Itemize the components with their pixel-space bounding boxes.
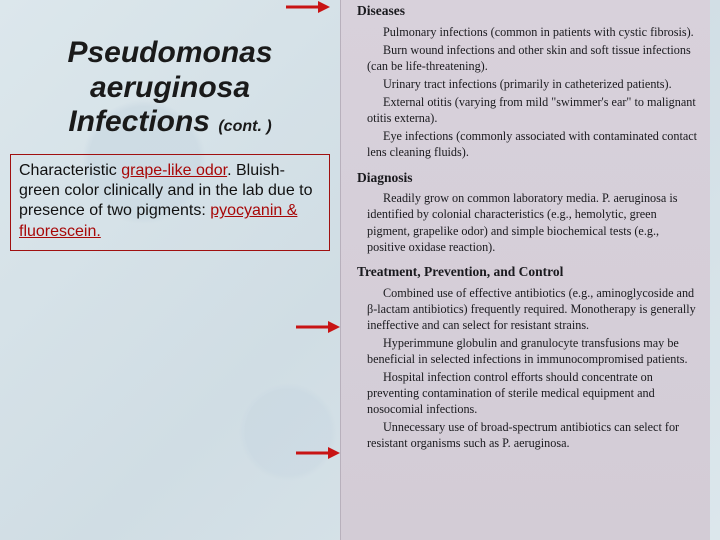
pointer-arrow-icon — [294, 320, 340, 334]
section-head-treatment: Treatment, Prevention, and Control — [357, 263, 698, 281]
right-content: Diseases Pulmonary infections (common in… — [341, 2, 710, 458]
characteristics-box: Characteristic grape-like odor. Bluish-g… — [10, 154, 330, 252]
title-line-1: Pseudomonas — [67, 36, 272, 69]
title-line-2: aeruginosa — [90, 71, 250, 104]
left-column: Pseudomonas aeruginosa Infections (cont.… — [0, 0, 336, 540]
disease-item: Burn wound infections and other skin and… — [367, 42, 698, 74]
title-cont: (cont. ) — [218, 118, 271, 135]
pointer-arrow-icon — [284, 0, 330, 14]
diagnosis-item: Readily grow on common laboratory media.… — [367, 190, 698, 254]
treatment-item: Unnecessary use of broad-spectrum antibi… — [367, 419, 698, 451]
treatment-item: Hospital infection control efforts shoul… — [367, 369, 698, 417]
slide-title: Pseudomonas aeruginosa Infections (cont.… — [10, 36, 330, 140]
pointer-arrow-icon — [294, 446, 340, 460]
disease-item: Eye infections (commonly associated with… — [367, 128, 698, 160]
treatment-item: Combined use of effective antibiotics (e… — [367, 285, 698, 333]
disease-item: Pulmonary infections (common in patients… — [367, 24, 698, 40]
char-pre: Characteristic — [19, 162, 121, 179]
disease-item: Urinary tract infections (primarily in c… — [367, 76, 698, 92]
section-head-diseases: Diseases — [357, 2, 698, 20]
section-head-diagnosis: Diagnosis — [357, 169, 698, 187]
disease-item: External otitis (varying from mild "swim… — [367, 94, 698, 126]
treatment-item: Hyperimmune globulin and granulocyte tra… — [367, 335, 698, 367]
char-grape: grape-like odor — [121, 162, 227, 179]
right-column: Diseases Pulmonary infections (common in… — [340, 0, 710, 540]
title-line-3: Infections — [68, 105, 210, 138]
